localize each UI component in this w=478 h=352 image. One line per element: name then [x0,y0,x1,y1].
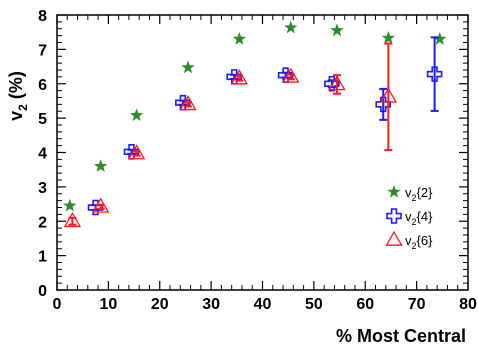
y-tick-label: 1 [38,249,47,266]
legend-label: v2{2} [405,185,433,203]
data-point-triangle [230,69,249,85]
y-tick-label: 6 [38,77,47,94]
x-tick-label: 40 [254,296,272,313]
data-point-triangle [91,197,110,213]
data-point-star [94,159,108,172]
legend: v2{2} v2{4} v2{6} [385,185,433,251]
data-point-star [129,108,144,122]
data-point-star [330,23,344,37]
data-point-triangle [179,95,197,111]
data-point-cross [426,66,443,82]
legend-marker-cross [386,208,402,224]
legend-item: v2{4} [386,208,433,227]
data-marks [63,20,447,228]
data-point-star [433,32,447,45]
legend-label: v2{6} [405,233,433,251]
x-tick-label: 50 [305,296,323,313]
y-tick-label: 8 [38,8,47,25]
x-tick-label: 60 [356,296,374,313]
x-tick-label: 70 [408,296,426,313]
data-point-star [181,60,195,74]
plot-frame [56,14,469,291]
x-tick-label: 20 [151,296,169,313]
y-tick-label: 7 [38,42,47,59]
x-tick-label: 80 [459,296,477,313]
y-tick-label: 2 [38,214,47,231]
legend-marker-triangle [385,230,403,246]
legend-label: v2{4} [405,209,433,227]
y-tick-label: 0 [38,283,47,300]
tick-labels: 0 10 20 30 40 50 60 70 80 0 1 2 3 4 5 6 7 8 [38,8,477,313]
data-point-triangle [282,67,300,83]
data-point-triangle [63,211,82,228]
axes [56,14,469,291]
series-triangle [63,42,398,228]
data-point-triangle [328,75,346,91]
series-star [63,20,447,212]
data-point-star [284,20,298,34]
y-tick-label: 3 [38,180,47,197]
y-tick-label: 5 [38,111,47,128]
data-point-star [232,32,247,45]
x-tick-label: 0 [53,296,62,313]
data-point-star [63,198,77,212]
y-axis-title: v2 (%) [6,71,30,121]
x-axis-title: % Most Central [336,326,466,346]
data-point-star [381,31,396,44]
legend-item: v2{6} [385,230,433,251]
ticks [56,14,469,291]
data-point-triangle [379,87,398,103]
legend-item: v2{2} [387,185,433,203]
legend-marker-star [387,185,401,198]
x-tick-label: 30 [202,296,220,313]
x-tick-label: 10 [99,296,117,313]
data-point-triangle [127,144,146,160]
y-tick-label: 4 [38,146,47,163]
